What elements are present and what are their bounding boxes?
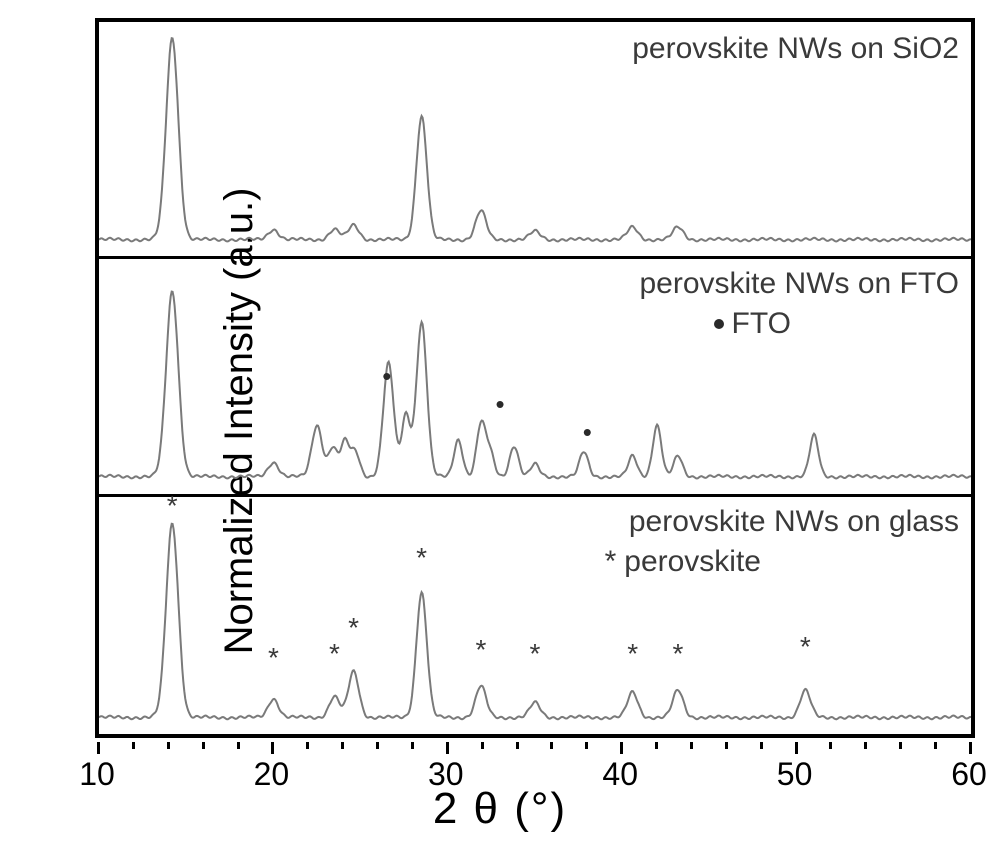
panel-legend: *perovskite	[605, 545, 761, 579]
legend-text: perovskite	[624, 545, 761, 579]
panel-label: perovskite NWs on SiO2	[632, 32, 959, 66]
perovskite-marker-icon: *	[673, 640, 684, 668]
panel-label: perovskite NWs on glass	[629, 505, 959, 539]
dot-icon	[714, 319, 724, 329]
perovskite-marker-icon: *	[167, 492, 178, 520]
perovskite-marker-icon: *	[800, 633, 811, 661]
xtick-minor	[202, 742, 205, 749]
panel-glass: perovskite NWs on glass*perovskite******…	[99, 497, 971, 734]
xtick-minor	[899, 742, 902, 749]
xtick-minor	[829, 742, 832, 749]
panel-sio2: perovskite NWs on SiO2	[99, 22, 971, 259]
xtick-minor	[481, 742, 484, 749]
xtick-minor	[760, 742, 763, 749]
xtick-minor	[237, 742, 240, 749]
xtick-major	[446, 742, 449, 754]
panel-legend: FTO	[714, 307, 791, 341]
fto-marker-icon: •	[496, 391, 505, 417]
xrd-trace	[99, 292, 971, 479]
legend-text: FTO	[732, 307, 791, 341]
xtick-major	[97, 742, 100, 754]
xtick-minor	[655, 742, 658, 749]
xtick-minor	[167, 742, 170, 749]
xtick-minor	[376, 742, 379, 749]
fto-marker-icon: •	[382, 363, 391, 389]
xtick-minor	[725, 742, 728, 749]
xtick-minor	[516, 742, 519, 749]
fto-marker-icon: •	[583, 419, 592, 445]
xtick-minor	[690, 742, 693, 749]
asterisk-icon: *	[605, 545, 617, 579]
xtick-minor	[306, 742, 309, 749]
xtick-major	[620, 742, 623, 754]
perovskite-marker-icon: *	[530, 640, 541, 668]
xrd-trace	[99, 523, 971, 719]
perovskite-marker-icon: *	[348, 614, 359, 642]
xtick-minor	[550, 742, 553, 749]
perovskite-marker-icon: *	[416, 544, 427, 572]
xrd-trace	[99, 38, 971, 241]
perovskite-marker-icon: *	[329, 640, 340, 668]
plot-area: perovskite NWs on SiO2 perovskite NWs on…	[95, 18, 975, 738]
xtick-major	[969, 742, 972, 754]
xtick-minor	[934, 742, 937, 749]
xrd-figure: Normalized Intensity (a.u.) perovskite N…	[0, 0, 1000, 842]
panel-fto: perovskite NWs on FTO FTO • • •	[99, 259, 971, 496]
x-axis-label: 2 θ (°)	[0, 784, 1000, 834]
perovskite-marker-icon: *	[475, 636, 486, 664]
xtick-minor	[585, 742, 588, 749]
xtick-minor	[132, 742, 135, 749]
xtick-major	[795, 742, 798, 754]
perovskite-marker-icon: *	[268, 644, 279, 672]
xtick-minor	[411, 742, 414, 749]
xtick-minor	[864, 742, 867, 749]
xtick-major	[271, 742, 274, 754]
perovskite-marker-icon: *	[627, 640, 638, 668]
xtick-minor	[341, 742, 344, 749]
panel-label: perovskite NWs on FTO	[639, 267, 959, 301]
